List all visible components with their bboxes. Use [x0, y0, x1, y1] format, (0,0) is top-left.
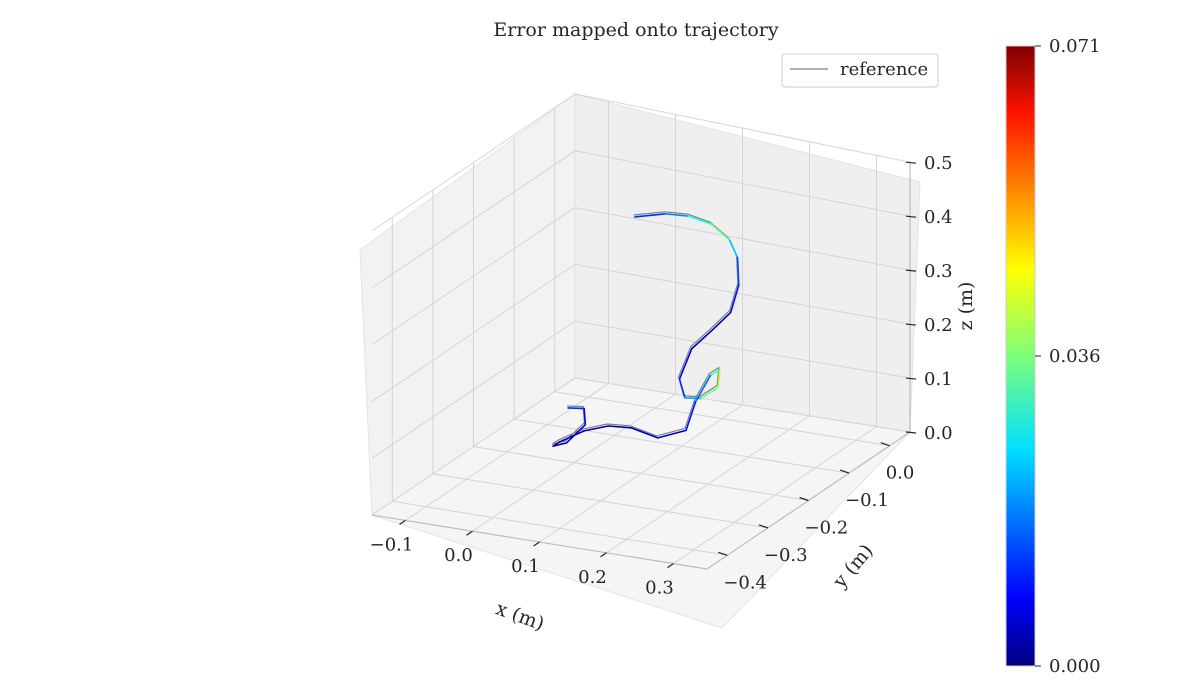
back-pane	[574, 93, 921, 433]
error-trajectory-segment	[664, 212, 690, 217]
z-gridline-side	[371, 320, 576, 459]
error-trajectory-segment	[717, 368, 721, 389]
colorbar: 0.071 0.036 0.000	[1005, 36, 1101, 677]
z-gridline-back	[574, 263, 911, 325]
y-tick-label: −0.1	[845, 490, 889, 511]
y-tick-label: 0.0	[886, 463, 915, 484]
error-trajectory-segment	[729, 284, 740, 314]
y-tick-mark	[718, 551, 728, 556]
y-tick-mark	[799, 496, 809, 502]
y-tick-label: −0.2	[805, 518, 849, 539]
x-tick-mark	[466, 530, 473, 536]
axis-ticks: −0.1 0.0 0.1 0.2 0.3 0.0 −0.1 −0.2 −0.3 −0.4 0.0 0.…	[370, 153, 953, 598]
y-tick-label: −0.4	[723, 572, 767, 593]
y-gridline-floor	[432, 473, 768, 529]
y-gridline-floor	[514, 418, 850, 474]
y-gridline-floor	[392, 500, 728, 556]
error-trajectory-segment	[694, 374, 712, 403]
z-tick-mark	[905, 215, 917, 218]
x-tick-mark	[667, 563, 674, 569]
z-gridline-side	[371, 150, 576, 289]
x-tick-label: 0.2	[578, 567, 607, 588]
error-trajectory-segment	[712, 311, 732, 330]
error-trajectory-segment	[567, 407, 585, 410]
error-trajectory-segment	[552, 442, 568, 447]
error-trajectory-segment	[607, 425, 632, 429]
chart-title: Error mapped onto trajectory	[493, 19, 778, 41]
error-trajectory-segment	[685, 400, 697, 432]
y-tick-mark	[839, 469, 850, 474]
z-tick-label: 0.0	[924, 423, 953, 444]
z-gridline-side	[371, 207, 576, 346]
z-gridline-back	[574, 320, 911, 379]
error-trajectory-segment	[633, 212, 667, 218]
error-trajectory-segment	[557, 430, 585, 444]
z-tick-mark	[905, 323, 917, 326]
error-trajectory-segment	[583, 407, 587, 426]
z-tick-mark	[905, 161, 917, 164]
x-tick-label: 0.0	[444, 545, 473, 566]
x-tick-mark	[399, 519, 406, 525]
z-gridline-side	[371, 263, 576, 402]
y-tick-mark	[880, 442, 890, 447]
x-tick-label: 0.3	[645, 578, 674, 599]
axes-grid	[371, 93, 911, 565]
axes-panes	[359, 93, 921, 629]
x-axis-label: x (m)	[493, 598, 547, 636]
legend-box	[781, 53, 939, 88]
z-tick-label: 0.2	[924, 315, 953, 336]
error-trajectory-segment	[565, 423, 587, 444]
z-tick-label: 0.3	[924, 261, 953, 282]
z-gridline-back	[574, 150, 911, 217]
error-trajectory-segment	[583, 425, 610, 432]
y-gridline-floor	[473, 446, 809, 501]
error-trajectory-segment	[709, 368, 721, 377]
z-tick-label: 0.5	[924, 153, 953, 174]
z-gridline-back	[574, 377, 911, 433]
error-trajectory-segment	[657, 429, 687, 439]
legend: reference	[781, 53, 939, 88]
x-tick-label: −0.1	[370, 534, 414, 555]
x-tick-label: 0.1	[511, 556, 540, 577]
z-tick-label: 0.4	[924, 207, 953, 228]
x-tick-mark	[533, 541, 540, 547]
z-tick-mark	[905, 377, 917, 380]
y-axis-label: y (m)	[828, 540, 877, 593]
colorbar-label-min: 0.000	[1049, 656, 1101, 677]
colorbar-label-max: 0.071	[1049, 36, 1101, 57]
y-gridline-floor	[554, 391, 890, 447]
z-tick-mark	[905, 431, 917, 434]
z-axis-label: z (m)	[955, 282, 977, 331]
x-tick-mark	[600, 552, 607, 558]
error-trajectory-segment	[678, 347, 693, 380]
trajectory-lines	[551, 211, 740, 447]
error-trajectory-segment	[736, 256, 740, 286]
z-gridline-back	[574, 93, 911, 163]
error-trajectory-segment	[687, 215, 712, 225]
error-trajectory-segment	[700, 386, 720, 400]
colorbar-gradient	[1005, 45, 1036, 667]
y-tick-mark	[758, 524, 769, 529]
error-trajectory-segment	[690, 328, 715, 350]
z-gridline-side	[371, 93, 576, 232]
z-tick-mark	[905, 269, 917, 272]
y-tick-label: −0.3	[764, 545, 808, 566]
error-trajectory-segment	[710, 223, 731, 241]
z-gridline-back	[574, 207, 911, 271]
error-trajectory-segment	[728, 239, 739, 259]
colorbar-label-mid: 0.036	[1049, 346, 1101, 367]
legend-label-reference: reference	[840, 59, 928, 80]
error-trajectory-segment	[630, 426, 659, 439]
z-gridline-side	[371, 377, 576, 516]
z-tick-label: 0.1	[924, 369, 953, 390]
error-trajectory-segment	[678, 378, 686, 399]
